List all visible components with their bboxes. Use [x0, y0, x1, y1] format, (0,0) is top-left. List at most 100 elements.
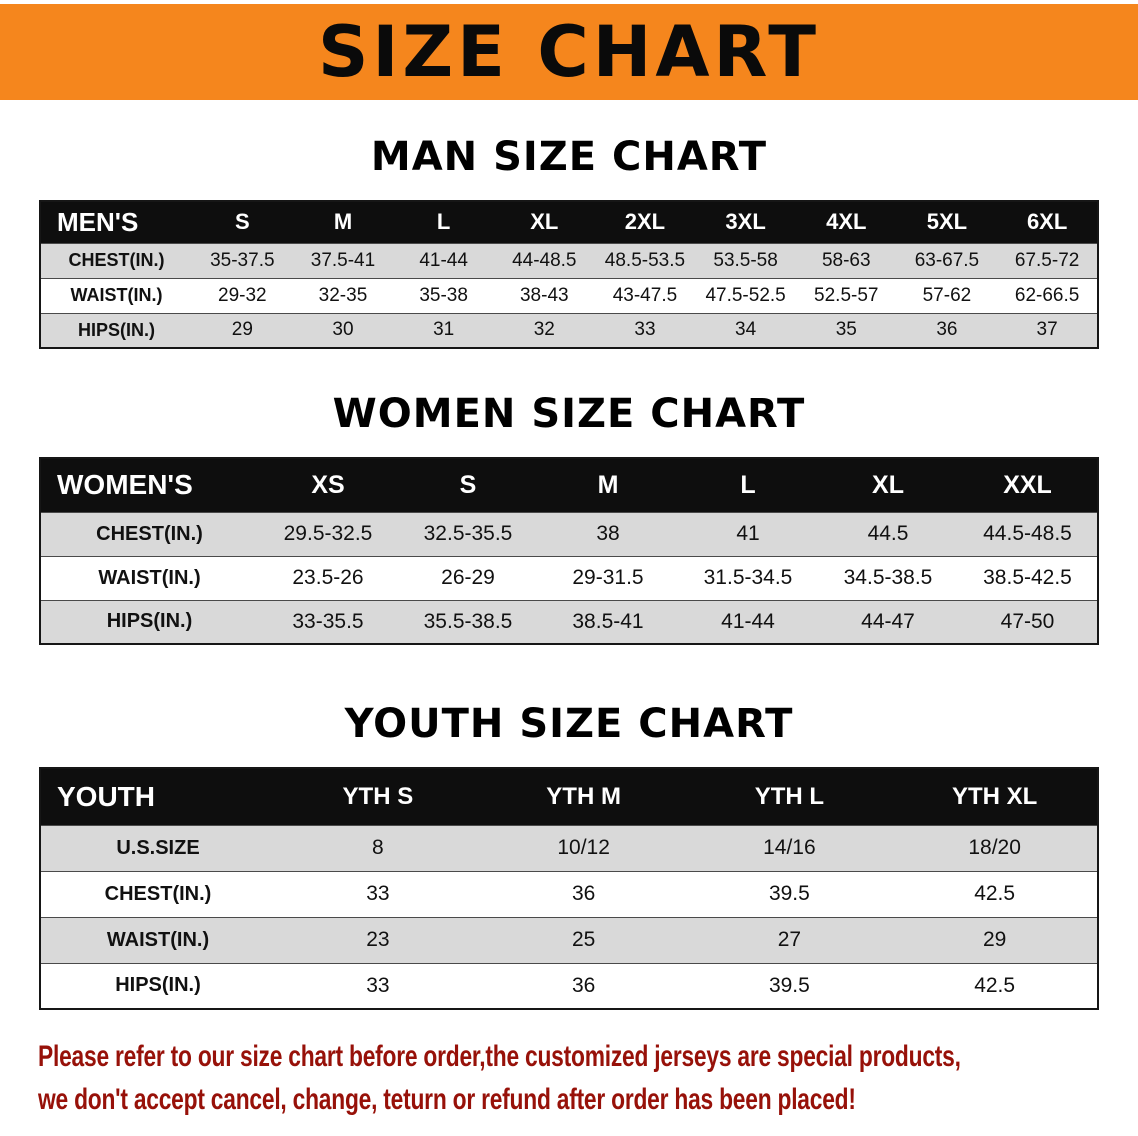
value-cell: 62-66.5 [997, 277, 1098, 313]
value-cell: 39.5 [686, 962, 893, 1009]
measurement-row: CHEST(IN.) 29.5-32.5 32.5-35.5 38 41 44.5 44.5… [40, 511, 1098, 556]
size-column-header: M [538, 458, 678, 512]
size-column-header: YTH S [275, 768, 481, 825]
value-cell: 44.5-48.5 [958, 511, 1098, 556]
value-cell: 23 [275, 916, 481, 963]
measurement-row: U.S.SIZE 8 10/12 14/16 18/20 [40, 824, 1098, 871]
size-table: WOMEN'S XS S M L XL XXL CHEST(IN.) 29.5-32.5 32.5… [39, 457, 1099, 645]
value-cell: 36 [896, 312, 998, 348]
measurement-row: CHEST(IN.) 33 36 39.5 42.5 [40, 870, 1098, 917]
section-women: WOMEN SIZE CHART WOMEN'S XS S M L XL XXL CHEST(… [0, 391, 1138, 645]
value-cell: 57-62 [896, 277, 998, 313]
value-cell: 36 [480, 870, 687, 917]
page-title: SIZE CHART [317, 11, 821, 93]
measurement-row: WAIST(IN.) 23 25 27 29 [40, 916, 1098, 963]
value-cell: 33 [275, 870, 481, 917]
row-label-cell: U.S.SIZE [40, 824, 275, 871]
value-cell: 32-35 [292, 277, 394, 313]
value-cell: 52.5-57 [795, 277, 897, 313]
value-cell: 29-31.5 [538, 555, 678, 600]
size-table: MEN'S S M L XL 2XL 3XL 4XL 5XL 6XL CHEST(IN.) 35-37… [39, 200, 1099, 349]
value-cell: 38-43 [493, 277, 595, 313]
value-cell: 41-44 [678, 599, 818, 644]
row-label-cell: HIPS(IN.) [40, 599, 258, 644]
value-cell: 67.5-72 [997, 242, 1098, 278]
measurement-row: WAIST(IN.) 29-32 32-35 35-38 38-43 43-47.5 47.… [40, 277, 1098, 313]
size-column-header: XXL [958, 458, 1098, 512]
size-column-header: XL [818, 458, 958, 512]
value-cell: 33 [275, 962, 481, 1009]
size-column-header: XL [493, 201, 595, 243]
value-cell: 41-44 [393, 242, 494, 278]
value-cell: 58-63 [795, 242, 897, 278]
size-column-header: 5XL [896, 201, 998, 243]
table-label-header: MEN'S [40, 201, 192, 243]
size-column-header: M [292, 201, 394, 243]
value-cell: 32.5-35.5 [398, 511, 538, 556]
value-cell: 39.5 [686, 870, 893, 917]
value-cell: 44-48.5 [493, 242, 595, 278]
value-cell: 31.5-34.5 [678, 555, 818, 600]
row-label-cell: CHEST(IN.) [40, 511, 258, 556]
table-header-row: YOUTH YTH S YTH M YTH L YTH XL [40, 768, 1098, 825]
notice-line-2: we don't accept cancel, change, teturn o… [38, 1083, 856, 1116]
value-cell: 18/20 [892, 824, 1098, 871]
banner: SIZE CHART [0, 4, 1138, 100]
size-column-header: L [678, 458, 818, 512]
measurement-row: HIPS(IN.) 29 30 31 32 33 34 35 36 37 [40, 312, 1098, 348]
row-label-cell: WAIST(IN.) [40, 916, 275, 963]
section-men: MAN SIZE CHART MEN'S S M L XL 2XL 3XL 4XL 5XL 6XL… [0, 134, 1138, 349]
size-column-header: S [398, 458, 538, 512]
value-cell: 29.5-32.5 [258, 511, 398, 556]
value-cell: 10/12 [480, 824, 687, 871]
size-column-header: 3XL [695, 201, 796, 243]
row-label-cell: HIPS(IN.) [40, 962, 275, 1009]
section-youth: YOUTH SIZE CHART YOUTH YTH S YTH M YTH L YTH… [0, 701, 1138, 1010]
footer-notice: Please refer to our size chart before or… [38, 1040, 1138, 1117]
size-column-header: 4XL [795, 201, 897, 243]
value-cell: 31 [393, 312, 494, 348]
value-cell: 34.5-38.5 [818, 555, 958, 600]
value-cell: 30 [292, 312, 394, 348]
size-column-header: 6XL [997, 201, 1098, 243]
table-header-row: MEN'S S M L XL 2XL 3XL 4XL 5XL 6XL [40, 201, 1098, 243]
value-cell: 42.5 [892, 962, 1098, 1009]
value-cell: 63-67.5 [896, 242, 998, 278]
value-cell: 38 [538, 511, 678, 556]
value-cell: 44.5 [818, 511, 958, 556]
row-label-cell: WAIST(IN.) [40, 277, 192, 313]
measurement-row: WAIST(IN.) 23.5-26 26-29 29-31.5 31.5-34.5 34… [40, 555, 1098, 600]
measurement-row: HIPS(IN.) 33 36 39.5 42.5 [40, 962, 1098, 1009]
value-cell: 35 [795, 312, 897, 348]
value-cell: 29-32 [192, 277, 293, 313]
value-cell: 47.5-52.5 [695, 277, 796, 313]
womens-size-table: WOMEN'S XS S M L XL XXL CHEST(IN.) 29.5-32.5 32.5… [39, 457, 1099, 645]
measurement-row: CHEST(IN.) 35-37.5 37.5-41 41-44 44-48.5 48.5… [40, 242, 1098, 278]
size-column-header: YTH L [686, 768, 893, 825]
value-cell: 41 [678, 511, 818, 556]
row-label-cell: CHEST(IN.) [40, 242, 192, 278]
value-cell: 38.5-42.5 [958, 555, 1098, 600]
value-cell: 47-50 [958, 599, 1098, 644]
value-cell: 29 [192, 312, 293, 348]
value-cell: 53.5-58 [695, 242, 796, 278]
table-header-row: WOMEN'S XS S M L XL XXL [40, 458, 1098, 512]
value-cell: 34 [695, 312, 796, 348]
mens-size-table: MEN'S S M L XL 2XL 3XL 4XL 5XL 6XL CHEST(IN.) 35-37… [39, 200, 1099, 349]
youth-size-table: YOUTH YTH S YTH M YTH L YTH XL U.S.SIZE 8 10/12… [39, 767, 1099, 1010]
value-cell: 37.5-41 [292, 242, 394, 278]
value-cell: 35.5-38.5 [398, 599, 538, 644]
table-label-header: YOUTH [40, 768, 275, 825]
measurement-row: HIPS(IN.) 33-35.5 35.5-38.5 38.5-41 41-44 44-… [40, 599, 1098, 644]
value-cell: 35-38 [393, 277, 494, 313]
size-column-header: XS [258, 458, 398, 512]
value-cell: 33-35.5 [258, 599, 398, 644]
value-cell: 23.5-26 [258, 555, 398, 600]
size-table: YOUTH YTH S YTH M YTH L YTH XL U.S.SIZE 8 10/12… [39, 767, 1099, 1010]
value-cell: 42.5 [892, 870, 1098, 917]
size-column-header: L [393, 201, 494, 243]
value-cell: 27 [686, 916, 893, 963]
row-label-cell: WAIST(IN.) [40, 555, 258, 600]
value-cell: 36 [480, 962, 687, 1009]
size-column-header: YTH XL [892, 768, 1098, 825]
